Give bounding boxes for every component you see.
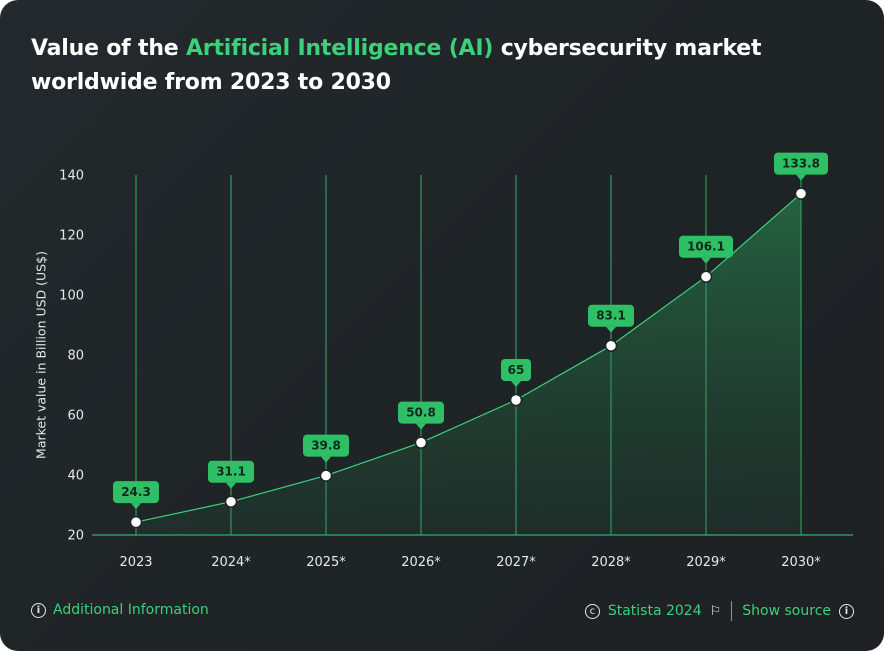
copyright-text: Statista 2024 bbox=[607, 603, 702, 619]
data-point bbox=[414, 436, 428, 449]
info-icon[interactable]: i bbox=[839, 603, 854, 619]
data-point bbox=[699, 270, 713, 283]
title-highlight: Artificial Intelligence (AI) bbox=[185, 36, 494, 61]
x-tick-label: 2026* bbox=[401, 555, 441, 570]
y-tick-label: 120 bbox=[59, 229, 84, 244]
data-label-pointer bbox=[226, 482, 236, 489]
data-label-bg bbox=[588, 304, 634, 327]
data-label: 50.8 bbox=[406, 406, 436, 420]
additional-information-label: Additional Information bbox=[53, 602, 209, 618]
x-tick-label: 2027* bbox=[496, 555, 536, 570]
x-tick-label: 2028* bbox=[591, 555, 631, 570]
data-label-pointer bbox=[606, 326, 616, 333]
x-tick-label: 2030* bbox=[781, 555, 821, 570]
x-tick-label: 2025* bbox=[306, 555, 346, 570]
data-point bbox=[794, 187, 808, 200]
data-label-pointer bbox=[511, 381, 521, 387]
data-label-bg bbox=[501, 359, 531, 381]
data-point bbox=[509, 393, 523, 407]
flag-icon[interactable]: ⚐ bbox=[709, 603, 722, 619]
y-tick-label: 20 bbox=[67, 529, 84, 544]
data-label: 106.1 bbox=[687, 240, 725, 254]
data-label-pointer bbox=[131, 503, 141, 510]
data-point bbox=[319, 469, 333, 482]
show-source-link[interactable]: Show source bbox=[742, 603, 831, 619]
area-fill bbox=[136, 193, 801, 535]
info-icon: i bbox=[31, 602, 46, 618]
data-point bbox=[224, 495, 238, 508]
data-label: 65 bbox=[508, 363, 525, 377]
y-tick-label: 140 bbox=[59, 169, 84, 184]
y-tick-label: 80 bbox=[67, 349, 84, 364]
additional-information-link[interactable]: i Additional Information bbox=[31, 602, 209, 618]
data-label-bg bbox=[113, 481, 159, 504]
divider bbox=[731, 601, 733, 621]
data-label-pointer bbox=[321, 456, 331, 463]
copyright-icon: c bbox=[584, 603, 600, 619]
title-part-1: Value of the bbox=[31, 36, 186, 61]
data-label-bg bbox=[679, 235, 733, 258]
chart-title: Value of the Artificial Intelligence (AI… bbox=[31, 32, 831, 100]
y-tick-label: 40 bbox=[67, 469, 84, 484]
data-label-pointer bbox=[796, 174, 806, 181]
y-tick-label: 60 bbox=[67, 409, 84, 424]
data-label-bg bbox=[208, 460, 254, 483]
y-tick-label: 100 bbox=[59, 289, 84, 304]
data-label-bg bbox=[303, 434, 349, 457]
x-tick-label: 2024* bbox=[211, 555, 251, 570]
x-tick-label: 2023 bbox=[119, 555, 152, 570]
data-point bbox=[604, 339, 618, 352]
data-label: 83.1 bbox=[596, 309, 626, 323]
title-part-2: cybersecurity market worldwide from 2023… bbox=[31, 36, 762, 95]
data-point bbox=[129, 515, 143, 529]
data-label-pointer bbox=[416, 423, 426, 430]
data-label: 31.1 bbox=[216, 465, 246, 479]
data-label: 133.8 bbox=[782, 157, 820, 171]
footer-right: c Statista 2024 ⚐ Show source i bbox=[584, 601, 854, 621]
data-label: 24.3 bbox=[121, 485, 151, 499]
data-label-bg bbox=[398, 401, 444, 424]
data-label-bg bbox=[774, 152, 828, 175]
data-label-pointer bbox=[701, 257, 711, 264]
series-line bbox=[135, 193, 802, 523]
data-label: 39.8 bbox=[311, 439, 341, 453]
x-tick-label: 2029* bbox=[686, 555, 726, 570]
